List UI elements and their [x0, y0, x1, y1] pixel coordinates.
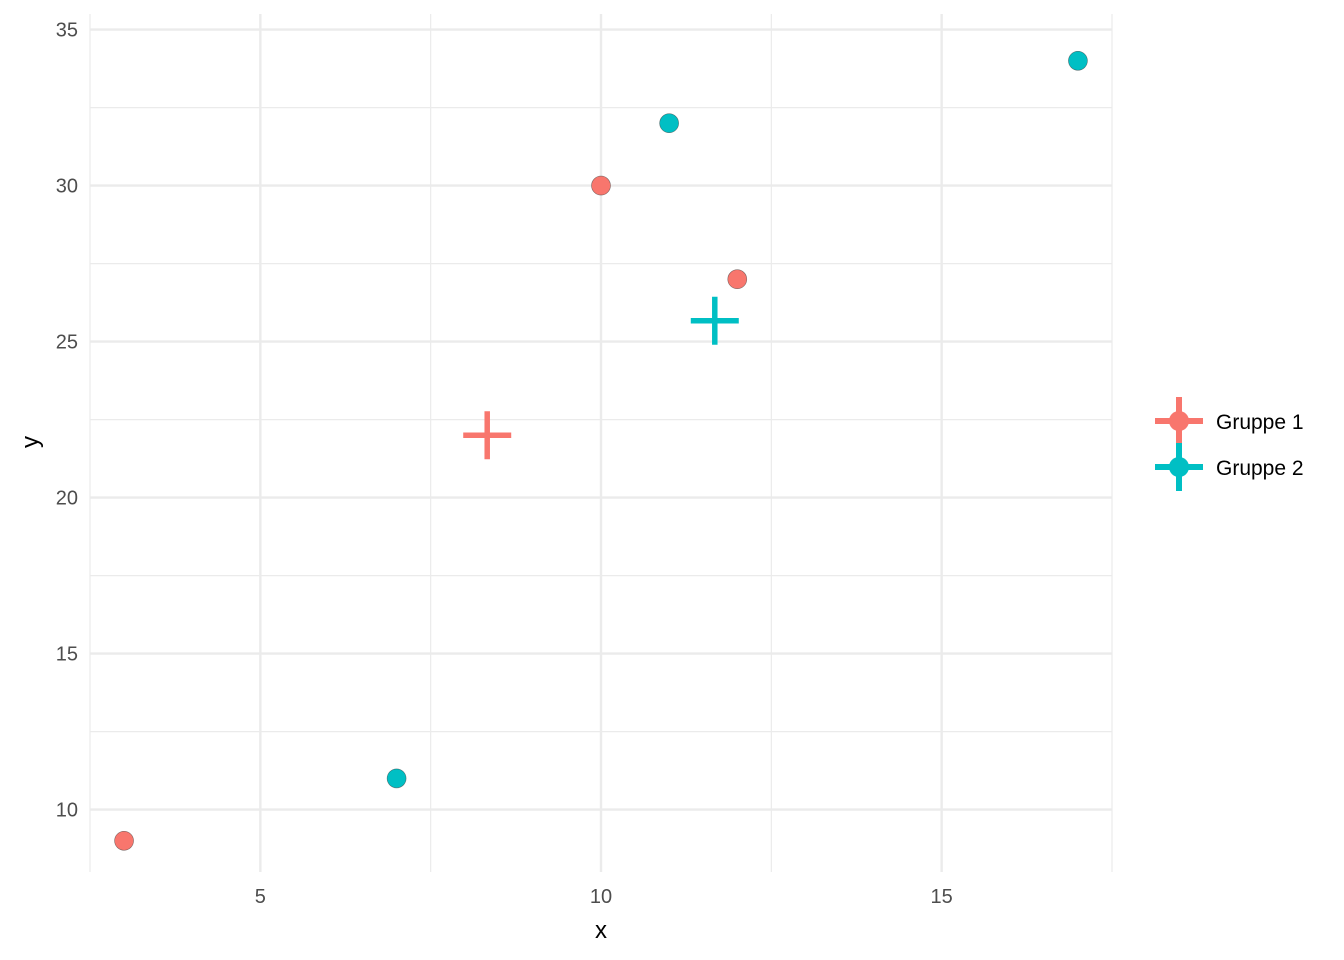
centroid-cross [463, 411, 512, 460]
legend-label: Gruppe 2 [1216, 457, 1304, 480]
x-tick-label: 15 [931, 886, 953, 908]
data-point [659, 113, 679, 133]
y-axis-tick-labels: 10 15 20 25 30 35 [56, 20, 78, 822]
data-point [1068, 50, 1088, 71]
centroid-cross [690, 296, 739, 345]
major-grid [90, 14, 1112, 872]
y-tick-label: 30 [56, 176, 78, 198]
y-tick-label: 25 [56, 332, 78, 354]
legend-item: Gruppe 2 [1155, 443, 1304, 491]
y-tick-label: 15 [56, 644, 78, 666]
legend: Gruppe 1 Gruppe 2 [1155, 397, 1304, 491]
data-point [114, 830, 134, 851]
y-tick-label: 20 [56, 488, 78, 510]
legend-item: Gruppe 1 [1155, 397, 1304, 445]
centroid-markers [463, 296, 739, 460]
y-tick-label: 35 [56, 20, 78, 42]
data-point [591, 175, 611, 196]
legend-key-point [1169, 457, 1189, 477]
data-point [727, 269, 748, 290]
x-axis-tick-labels: 5 10 15 [255, 886, 953, 908]
data-points [114, 50, 1088, 851]
y-tick-label: 10 [56, 800, 78, 822]
legend-key-point [1169, 411, 1189, 431]
x-tick-label: 5 [255, 886, 266, 908]
data-point [386, 768, 407, 789]
x-axis-title: x [595, 917, 607, 944]
y-axis-title: y [17, 436, 44, 448]
x-tick-label: 10 [590, 886, 612, 908]
legend-label: Gruppe 1 [1216, 411, 1304, 434]
